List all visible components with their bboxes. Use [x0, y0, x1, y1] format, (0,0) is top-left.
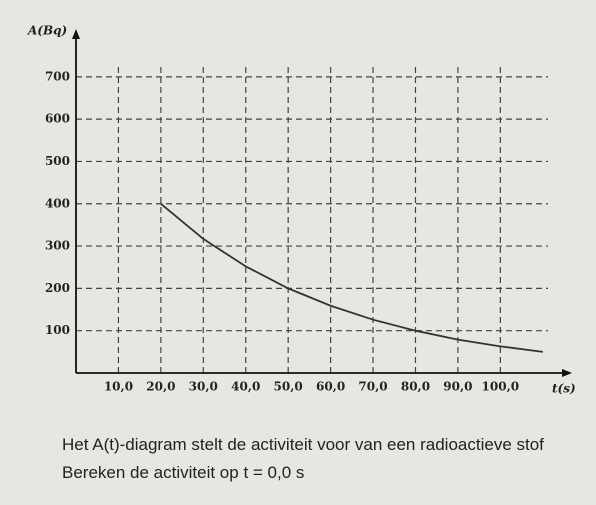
x-axis-label: t(s): [552, 382, 576, 396]
x-tick-label: 20,0: [146, 380, 175, 394]
x-tick-label: 40,0: [231, 380, 260, 394]
x-tick-label: 70,0: [358, 380, 387, 394]
x-tick-label: 60,0: [316, 380, 345, 394]
y-tick-label: 400: [45, 196, 70, 210]
y-tick-label: 600: [45, 112, 70, 126]
y-tick-label: 700: [45, 69, 70, 83]
y-tick-label: 500: [45, 154, 70, 168]
x-tick-label: 10,0: [104, 380, 133, 394]
x-tick-label: 100,0: [482, 380, 520, 394]
x-tick-label: 90,0: [443, 380, 472, 394]
x-tick-label: 30,0: [189, 380, 218, 394]
arrow: [562, 369, 572, 377]
caption-line: Het A(t)-diagram stelt de activiteit voo…: [62, 435, 544, 454]
y-tick-label: 200: [45, 281, 70, 295]
y-tick-label: 100: [45, 323, 70, 337]
y-tick-label: 300: [45, 239, 70, 253]
y-axis-label: A(Bq): [27, 24, 67, 38]
data-line: [160, 203, 543, 353]
arrow: [72, 29, 80, 39]
caption-line: Bereken de activiteit op t = 0,0 s: [62, 463, 304, 482]
x-tick-label: 50,0: [274, 380, 303, 394]
x-tick-label: 80,0: [401, 380, 430, 394]
